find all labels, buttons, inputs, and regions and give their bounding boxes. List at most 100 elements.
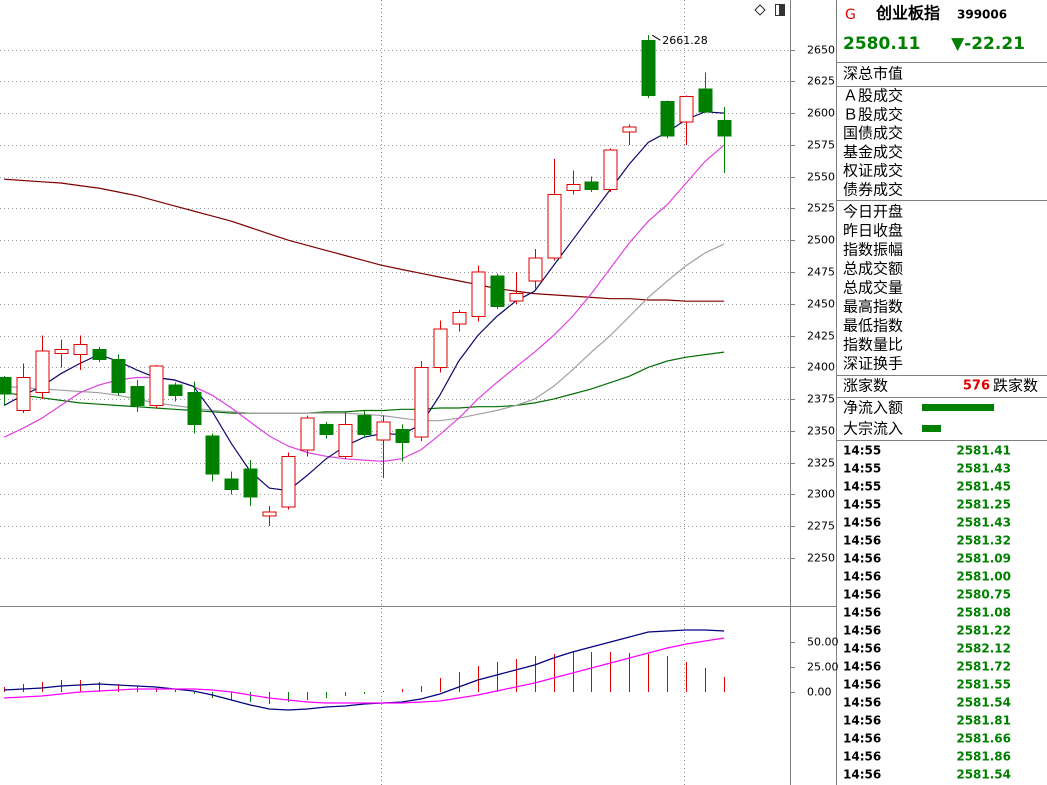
tick-time: 14:56: [843, 588, 881, 602]
tick-price: 2581.54: [956, 768, 1011, 782]
field-label: Ｂ股成交: [843, 105, 903, 123]
tick-price: 2582.12: [956, 642, 1011, 656]
icon-window[interactable]: [775, 4, 785, 16]
candle-body: [471, 271, 486, 317]
candle-body: [16, 376, 31, 412]
y-tick-label: 2600: [807, 107, 835, 120]
tick-time: 14:55: [843, 498, 881, 512]
quote-change: ▼-22.21: [951, 34, 1025, 54]
tick-price: 2581.72: [956, 660, 1011, 674]
moving-average: [3, 351, 725, 414]
field-label: 总成交额: [843, 260, 903, 278]
net-inflow-bar: [922, 404, 994, 411]
tick-price: 2581.54: [956, 696, 1011, 710]
candle-body: [641, 40, 656, 96]
candle-body: [73, 343, 88, 356]
y-tick-label: 2650: [807, 44, 835, 57]
tick-time: 14:56: [843, 678, 881, 692]
tick-price: 2581.25: [956, 498, 1011, 512]
tick-price: 2581.43: [956, 516, 1011, 530]
candle-body: [319, 424, 334, 436]
tick-time: 14:56: [843, 534, 881, 548]
quote-price: 2580.11: [843, 34, 920, 54]
field-label: 指数振幅: [843, 241, 903, 259]
candle-body: [717, 120, 732, 137]
candle-body: [168, 384, 183, 396]
y-tick-label: 2450: [807, 298, 835, 311]
y-tick-label: 2425: [807, 330, 835, 343]
flow-label: 大宗流入: [843, 420, 903, 438]
field-label: 最高指数: [843, 298, 903, 316]
flow-label: 净流入额: [843, 399, 903, 417]
candle-body: [679, 96, 694, 123]
tick-price: 2581.43: [956, 462, 1011, 476]
candle-body: [111, 359, 126, 394]
moving-average: [3, 178, 725, 302]
field-label: 深总市值: [843, 65, 903, 83]
candle-body: [433, 328, 448, 368]
candle-body: [224, 478, 239, 490]
quote-code: 399006: [957, 8, 1007, 22]
tick-price: 2581.09: [956, 552, 1011, 566]
candle-body: [205, 435, 220, 475]
field-label: 深证换手: [843, 355, 903, 373]
tick-time: 14:56: [843, 768, 881, 782]
candle-body: [584, 181, 599, 190]
macd-line: [3, 637, 725, 704]
tick-price: 2581.66: [956, 732, 1011, 746]
high-annotation: 2661.28: [662, 34, 708, 47]
tick-time: 14:56: [843, 642, 881, 656]
tick-time: 14:56: [843, 750, 881, 764]
tick-price: 2580.75: [956, 588, 1011, 602]
tick-price: 2581.45: [956, 480, 1011, 494]
candle-body: [243, 468, 258, 498]
y-tick-label: 2350: [807, 425, 835, 438]
candle-body: [698, 88, 713, 113]
breadth-down-label: 跌家数: [993, 377, 1038, 395]
tick-price: 2581.81: [956, 714, 1011, 728]
candle-body: [357, 415, 372, 436]
annotation-leader: [652, 34, 661, 41]
candle-body: [187, 392, 202, 426]
candle-body: [281, 455, 296, 508]
icon-diamond[interactable]: [754, 4, 766, 16]
macd-line: [3, 629, 725, 711]
y-tick-label: 2525: [807, 202, 835, 215]
candle-body: [414, 366, 429, 438]
field-label: 昨日收盘: [843, 222, 903, 240]
y-tick-label: 25.00: [807, 661, 839, 674]
y-tick-label: 2575: [807, 139, 835, 152]
candle-body: [130, 385, 145, 406]
quote-name: 创业板指: [875, 4, 940, 23]
breadth-up-count: 576: [963, 379, 990, 394]
candle-body: [376, 421, 391, 441]
y-tick-label: 2250: [807, 552, 835, 565]
field-label: 最低指数: [843, 317, 903, 335]
candle-body: [92, 349, 107, 361]
icon-window-fill: [779, 5, 784, 15]
tick-time: 14:56: [843, 624, 881, 638]
field-label: 权证成交: [843, 162, 903, 180]
tick-time: 14:56: [843, 732, 881, 746]
candle-body: [566, 183, 581, 192]
tick-time: 14:56: [843, 660, 881, 674]
field-label: Ａ股成交: [843, 87, 903, 105]
tick-time: 14:55: [843, 480, 881, 494]
candle-body: [603, 149, 618, 190]
field-label: 基金成交: [843, 143, 903, 161]
candle-body: [509, 293, 524, 302]
tick-time: 14:55: [843, 444, 881, 458]
quote-marker: G: [845, 7, 856, 23]
candle-body: [300, 417, 315, 451]
field-label: 国债成交: [843, 124, 903, 142]
y-tick-label: 2550: [807, 171, 835, 184]
tick-price: 2581.22: [956, 624, 1011, 638]
field-label: 今日开盘: [843, 203, 903, 221]
candle-body: [262, 511, 277, 517]
candle-body: [149, 365, 164, 406]
tick-time: 14:55: [843, 462, 881, 476]
candle-body: [622, 126, 637, 133]
candle-body: [35, 350, 50, 394]
candle-body: [338, 424, 353, 457]
